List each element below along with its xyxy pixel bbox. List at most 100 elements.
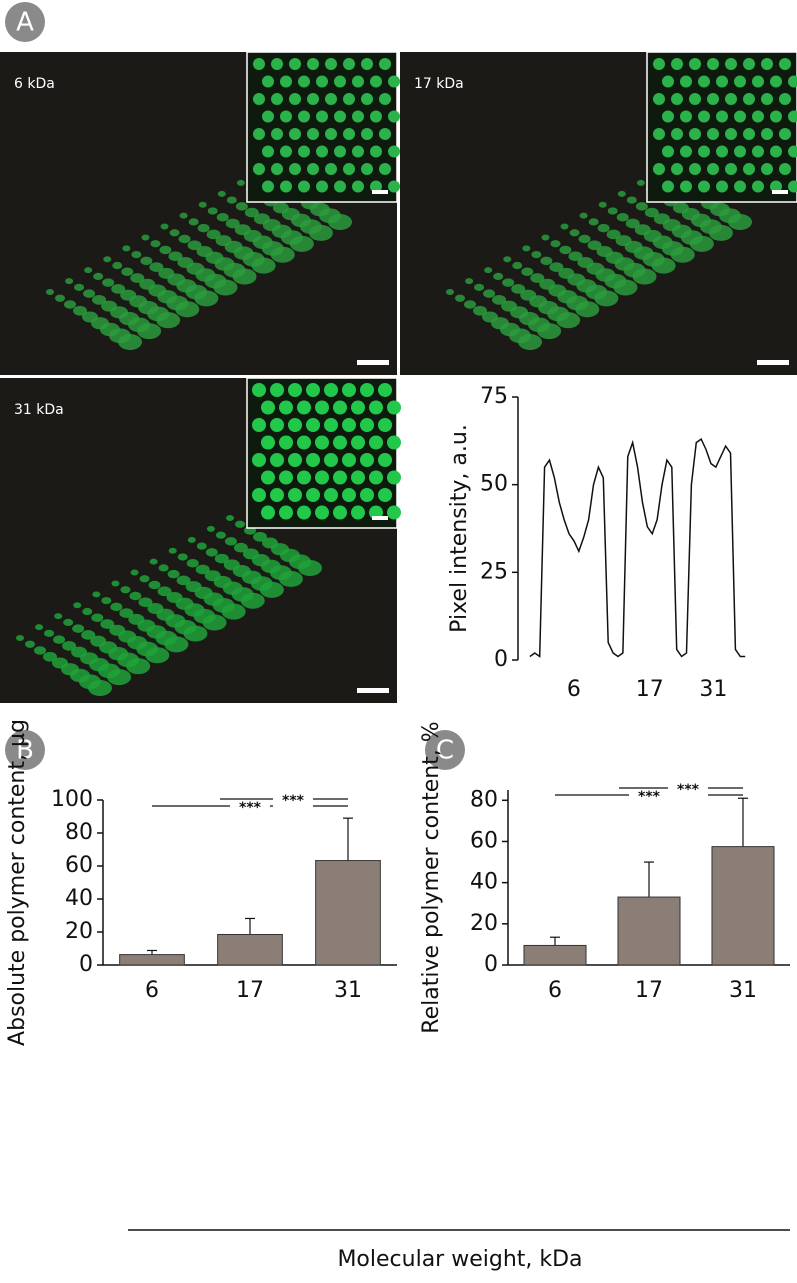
inset-dot	[307, 58, 319, 70]
y-tick-label: 80	[65, 820, 93, 845]
inset-dot	[680, 75, 692, 88]
dot	[205, 548, 218, 557]
inset-dot	[369, 470, 383, 485]
inset	[246, 51, 398, 203]
inset-dot	[252, 383, 266, 397]
inset-dot	[270, 418, 284, 432]
y-tick-label: 25	[480, 559, 508, 584]
bar	[119, 954, 185, 966]
dot	[195, 564, 210, 575]
dot	[88, 680, 112, 696]
bar	[711, 846, 775, 966]
sig-label: ***	[282, 793, 305, 809]
dot	[607, 207, 618, 215]
inset-dot	[324, 488, 338, 502]
dot	[225, 218, 240, 229]
inset-dot	[378, 453, 392, 467]
inset-dot	[325, 128, 337, 140]
inset-dot	[671, 163, 683, 175]
inset-dot	[788, 180, 797, 193]
inset-dot	[270, 453, 284, 467]
inset-dot	[298, 145, 310, 158]
inset-dot	[698, 110, 710, 123]
dot	[65, 278, 74, 285]
inset-dot	[379, 163, 391, 175]
inset-dot	[716, 180, 728, 193]
dot	[175, 301, 200, 318]
dot	[202, 614, 227, 631]
bar	[617, 896, 681, 966]
dot	[177, 553, 188, 561]
inset-dot	[279, 470, 293, 485]
inset-dot	[334, 110, 346, 123]
inset-dot	[761, 163, 773, 175]
inset-dot	[770, 75, 782, 88]
inset-dot	[306, 488, 320, 502]
dot	[568, 251, 583, 262]
dot	[111, 284, 126, 294]
scale-bar	[372, 190, 388, 194]
inset-dot	[360, 418, 374, 432]
dot	[503, 256, 512, 263]
inset-dot	[680, 145, 692, 158]
x-tick-label: 31	[334, 978, 362, 1003]
dot	[464, 300, 476, 309]
x-tick-label: 6	[145, 978, 159, 1003]
dot	[597, 223, 610, 233]
y-tick-label: 0	[494, 647, 508, 672]
dot	[253, 531, 267, 542]
dot	[522, 245, 531, 252]
dot	[575, 301, 600, 318]
inset-dot	[770, 180, 782, 193]
inset-dot	[280, 145, 292, 158]
dot	[217, 190, 226, 197]
inset-dot	[369, 435, 383, 450]
inset-dot	[360, 488, 374, 502]
inset-dot	[271, 58, 283, 70]
dot	[328, 214, 352, 230]
dot	[446, 289, 454, 295]
y-tick-label: 20	[65, 919, 93, 944]
inset-dot	[378, 488, 392, 502]
y-tick-label: 40	[470, 870, 498, 895]
bar	[217, 933, 283, 966]
inset-dot	[289, 163, 301, 175]
dot	[167, 569, 180, 579]
inset-dot	[306, 453, 320, 467]
intensity-line	[529, 437, 746, 658]
inset-dot	[253, 58, 265, 70]
inset-dot	[288, 383, 302, 397]
dot	[62, 640, 77, 651]
dot	[569, 229, 580, 237]
inset-dot	[262, 145, 274, 158]
sig-gap	[230, 798, 270, 814]
inset-dot	[333, 505, 347, 520]
sig-gap	[668, 780, 708, 796]
inset-dot	[725, 93, 737, 105]
dot	[139, 575, 150, 583]
dot	[64, 300, 76, 309]
inset-dot	[725, 128, 737, 140]
inset-dot	[779, 128, 791, 140]
inset-dot	[770, 110, 782, 123]
inset-dot	[252, 453, 266, 467]
dot	[160, 223, 169, 230]
inset-dot	[270, 488, 284, 502]
y-tick-label: 20	[470, 911, 498, 936]
inset-dot	[370, 75, 382, 88]
dot	[636, 179, 645, 186]
inset-dot	[298, 110, 310, 123]
dot	[119, 608, 134, 618]
inset-dot	[671, 58, 683, 70]
x-tick-label: 17	[636, 677, 664, 702]
inset-dot	[324, 383, 338, 397]
dot	[110, 602, 123, 612]
inset-dot	[288, 453, 302, 467]
inset-dot	[262, 75, 274, 88]
inset-dot	[689, 163, 701, 175]
inset-dot	[662, 75, 674, 88]
inset-dot	[369, 400, 383, 415]
inset-dot	[387, 470, 401, 485]
dot	[270, 246, 295, 263]
